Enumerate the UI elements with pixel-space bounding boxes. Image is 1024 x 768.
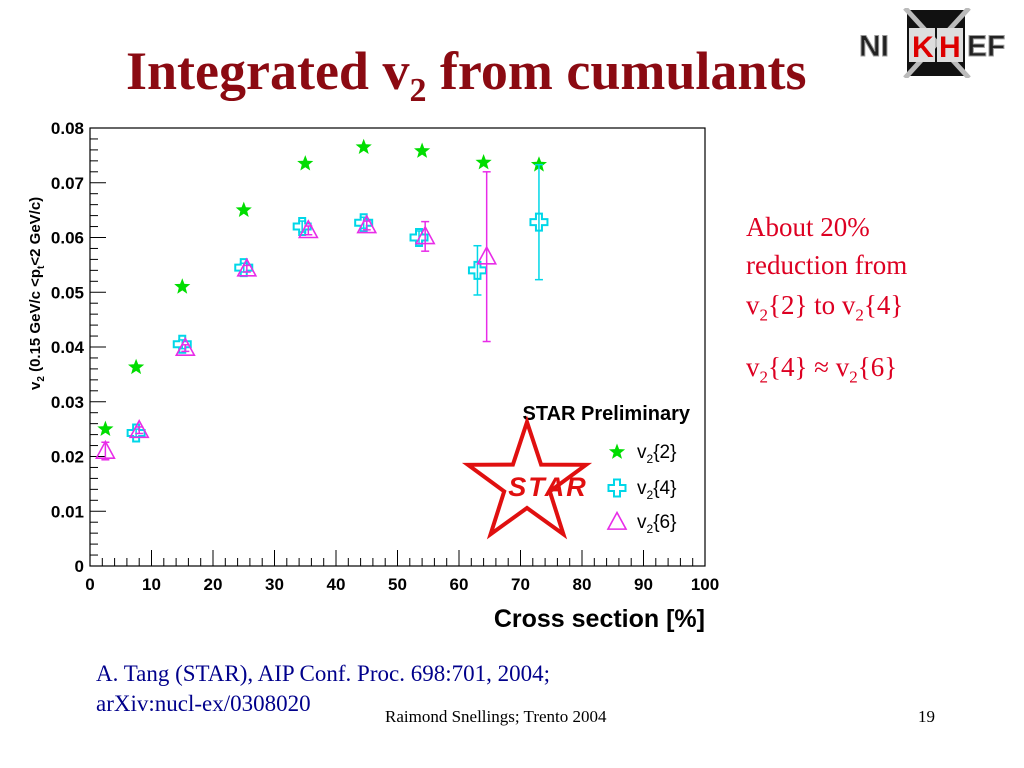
footer-page-number: 19 xyxy=(918,707,935,726)
reference: A. Tang (STAR), AIP Conf. Proc. 698:701,… xyxy=(96,659,550,719)
star-marker xyxy=(475,154,492,170)
y-tick-label: 0.03 xyxy=(51,393,84,412)
logo-text-2: K xyxy=(912,31,934,64)
star-marker xyxy=(128,358,145,375)
note-4b: {4} ≈ v xyxy=(768,352,850,382)
open-cross-marker xyxy=(529,212,549,232)
open-triangle-marker xyxy=(297,219,319,239)
y-tick-label: 0.07 xyxy=(51,174,84,193)
logo-text-1: NI xyxy=(859,30,889,63)
open-cross-marker xyxy=(354,213,374,233)
title-rest: from cumulants xyxy=(426,41,807,101)
x-tick-label: 70 xyxy=(511,575,530,594)
open-triangle-marker xyxy=(128,419,150,439)
slide-title: Integrated v2 from cumulants xyxy=(126,40,806,110)
nikhef-logo: NI K H EF xyxy=(859,8,1006,78)
open-triangle-marker xyxy=(356,214,378,234)
note-line-1: About 20% xyxy=(746,212,870,242)
reference-line-2: arXiv:nucl-ex/0308020 xyxy=(96,691,311,716)
y-tick-label: 0.02 xyxy=(51,448,84,467)
legend-entry-label: v2{6} xyxy=(637,512,676,536)
y-tick-label: 0.05 xyxy=(51,283,84,302)
x-tick-label: 80 xyxy=(573,575,592,594)
x-axis-title: Cross section [%] xyxy=(494,605,705,633)
note-3a-sub: 2 xyxy=(759,305,769,325)
open-cross-marker xyxy=(172,334,192,354)
note-4c: {6} xyxy=(857,352,898,382)
star-marker xyxy=(414,142,431,158)
open-cross-marker xyxy=(467,260,487,280)
x-tick-label: 90 xyxy=(634,575,653,594)
y-tick-label: 0 xyxy=(75,557,84,576)
y-tick-label: 0.04 xyxy=(51,338,85,357)
note-line-4: v2{4} ≈ v2{6} xyxy=(746,350,897,394)
y-tick-label: 0.06 xyxy=(51,229,84,248)
star-marker xyxy=(297,155,314,171)
star-marker xyxy=(608,443,626,459)
logo-text-3: H xyxy=(939,31,961,64)
logo-box-1 xyxy=(909,28,935,62)
title-subscript: 2 xyxy=(409,71,427,109)
note-4b-sub: 2 xyxy=(849,367,858,387)
star-marker xyxy=(97,420,114,436)
x-tick-label: 30 xyxy=(265,575,284,594)
note-4a-sub: 2 xyxy=(759,367,769,387)
title-main: Integrated v xyxy=(126,41,410,101)
y-tick-label: 0.08 xyxy=(51,119,84,138)
legend-title: STAR Preliminary xyxy=(523,403,691,425)
x-tick-label: 50 xyxy=(388,575,407,594)
open-triangle-marker xyxy=(95,439,116,459)
x-tick-label: 40 xyxy=(327,575,346,594)
axis-ticks: 0 10 20 30 40 50 60 70 80 90 100 0 0.01 0.02 0.03 0.04 0… xyxy=(51,119,719,594)
star-marker xyxy=(530,156,547,172)
legend-entry-label: v2{2} xyxy=(637,442,676,466)
note-3a: v xyxy=(746,290,760,320)
star-marker xyxy=(174,278,191,294)
note-line-3: v2{2} to v2{4} xyxy=(746,288,903,332)
note-line-2: reduction from xyxy=(746,250,908,280)
note-3b: {2} to v xyxy=(768,290,856,320)
open-triangle-marker xyxy=(174,336,196,357)
note-3c: {4} xyxy=(863,290,904,320)
legend-entry-label: v2{4} xyxy=(637,478,676,502)
star-marker xyxy=(355,138,372,154)
open-triangle-marker xyxy=(236,257,258,277)
open-triangle-marker xyxy=(476,245,498,265)
y-axis-title: v2 (0.15 GeV/c <pt<2 GeV/c) xyxy=(27,197,47,390)
data-markers xyxy=(95,138,549,461)
note-3b-sub: 2 xyxy=(855,305,864,325)
x-tick-label: 60 xyxy=(450,575,469,594)
star-logo-outline xyxy=(461,415,593,540)
x-tick-label: 10 xyxy=(142,575,161,594)
open-triangle-marker xyxy=(414,225,436,245)
logo-box-2 xyxy=(937,28,963,62)
logo-text-4: EF xyxy=(967,30,1005,63)
open-triangle-marker xyxy=(606,510,628,530)
star-logo-text: STAR xyxy=(508,472,588,502)
reference-line-1: A. Tang (STAR), AIP Conf. Proc. 698:701,… xyxy=(96,661,550,686)
open-cross-marker xyxy=(409,228,429,247)
star-marker xyxy=(235,201,252,217)
footer-author: Raimond Snellings; Trento 2004 xyxy=(385,707,607,726)
x-tick-label: 100 xyxy=(691,575,719,594)
open-cross-marker xyxy=(607,478,627,498)
x-tick-label: 0 xyxy=(85,575,94,594)
legend: STAR Preliminary v2{2} v2{4} v2{6} STAR xyxy=(461,403,691,540)
note-4a: v xyxy=(746,352,760,382)
y-tick-label: 0.01 xyxy=(51,502,84,521)
x-tick-label: 20 xyxy=(204,575,223,594)
